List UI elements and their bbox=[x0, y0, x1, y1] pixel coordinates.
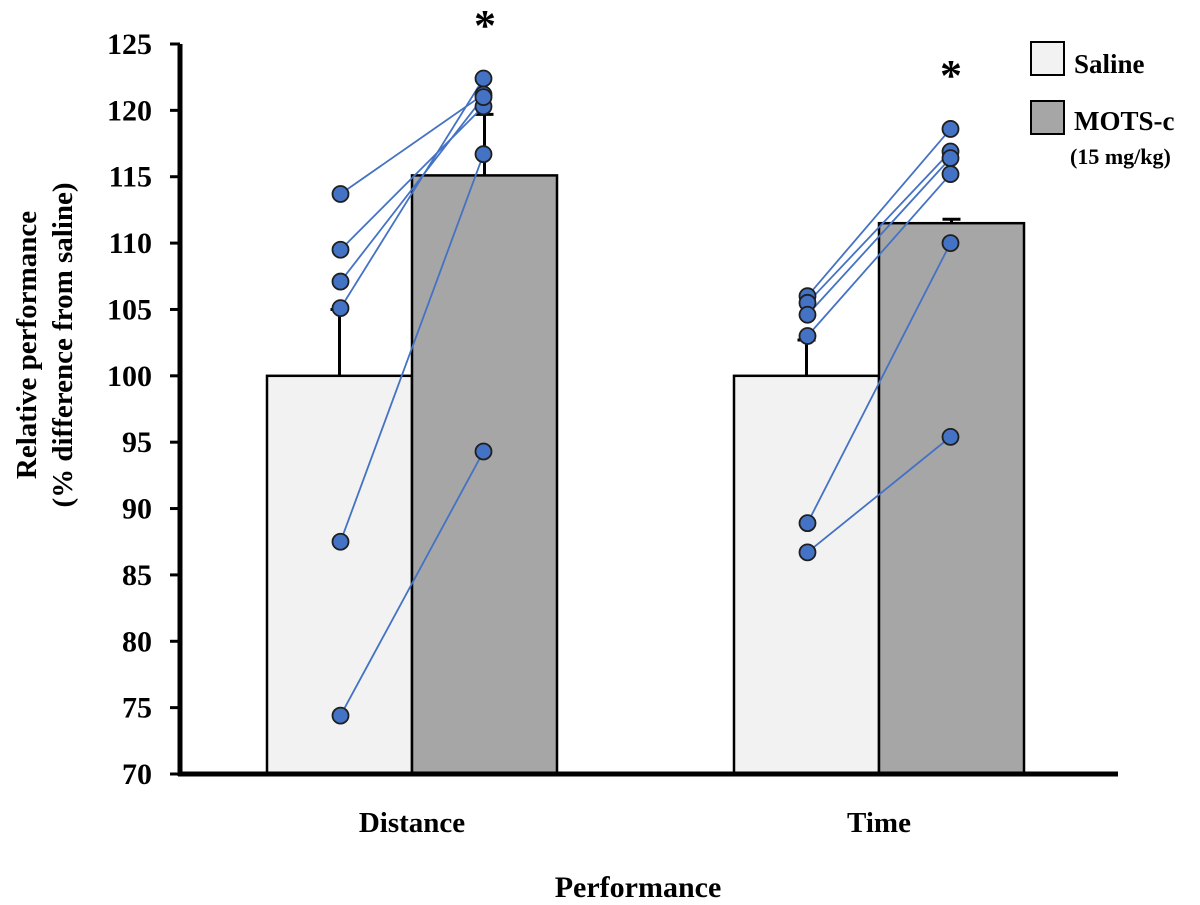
point-saline bbox=[331, 185, 350, 203]
legend-swatch-mots-c bbox=[1030, 100, 1065, 135]
paired-lines-layer bbox=[339, 78, 952, 717]
y-tick-label: 100 bbox=[107, 360, 152, 393]
point-saline bbox=[798, 514, 817, 533]
legend-label-saline: Saline bbox=[1074, 49, 1145, 79]
point-mots-c bbox=[474, 88, 493, 106]
x-category-label: Time bbox=[847, 807, 911, 839]
y-tick-label: 110 bbox=[109, 227, 152, 260]
y-tick-label: 70 bbox=[122, 758, 152, 791]
significance-layer: ** bbox=[474, 1, 962, 100]
point-saline bbox=[798, 327, 817, 345]
bars-layer bbox=[265, 174, 1026, 776]
paired-line bbox=[806, 242, 952, 524]
paired-line bbox=[806, 128, 952, 297]
point-mots-c bbox=[941, 234, 960, 252]
paired-line bbox=[806, 436, 952, 554]
paired-line bbox=[339, 451, 485, 717]
paired-line bbox=[339, 78, 485, 309]
y-tick-label: 75 bbox=[122, 692, 152, 725]
point-mots-c bbox=[474, 145, 493, 164]
legend-label-mots-c: MOTS-c bbox=[1074, 106, 1175, 136]
point-saline bbox=[331, 240, 350, 259]
point-mots-c bbox=[474, 69, 493, 88]
bar-mots-c-time bbox=[877, 221, 1026, 776]
point-saline bbox=[798, 305, 817, 324]
paired-line bbox=[806, 157, 952, 316]
y-tick-label: 120 bbox=[107, 94, 152, 127]
bar-mots-c-distance bbox=[410, 174, 559, 776]
point-saline bbox=[798, 543, 817, 562]
paired-line bbox=[806, 173, 952, 337]
bar-saline-time bbox=[732, 374, 881, 776]
x-category-label: Distance bbox=[359, 807, 465, 839]
point-mots-c bbox=[474, 442, 493, 461]
legend: Saline MOTS-c (15 mg/kg) bbox=[1030, 41, 1175, 169]
paired-line bbox=[339, 105, 485, 251]
y-tick-label: 80 bbox=[122, 625, 152, 658]
y-tick-label: 95 bbox=[122, 426, 152, 459]
y-axis-title-line2: (% difference from saline) bbox=[47, 182, 79, 507]
point-mots-c bbox=[941, 165, 960, 183]
point-saline bbox=[331, 299, 350, 318]
significance-star: * bbox=[940, 51, 962, 100]
x-categories-layer: Distance Time bbox=[359, 807, 911, 839]
paired-line bbox=[339, 153, 485, 543]
y-tick-label: 125 bbox=[107, 28, 152, 61]
significance-star: * bbox=[474, 1, 496, 50]
paired-line bbox=[806, 150, 952, 304]
y-axis-title-line1: Relative performance bbox=[11, 211, 43, 479]
point-saline bbox=[331, 272, 350, 291]
point-saline bbox=[331, 532, 350, 551]
y-tick-label: 115 bbox=[109, 161, 152, 194]
paired-line bbox=[339, 96, 485, 283]
y-ticks-layer: 70 75 80 85 90 95 100 105 110 115 120 125 bbox=[107, 28, 180, 791]
point-mots-c bbox=[941, 427, 960, 446]
legend-swatch-saline bbox=[1030, 41, 1065, 76]
y-axis-title: Relative performance (% difference from … bbox=[11, 182, 79, 507]
legend-sublabel-mots-c: (15 mg/kg) bbox=[1070, 144, 1171, 169]
point-mots-c bbox=[941, 149, 960, 168]
y-tick-label: 85 bbox=[122, 559, 152, 592]
point-mots-c bbox=[941, 120, 960, 138]
point-saline bbox=[331, 706, 350, 725]
axes-layer bbox=[177, 44, 1118, 777]
y-tick-label: 105 bbox=[107, 293, 152, 326]
points-layer bbox=[331, 69, 960, 725]
paired-line bbox=[339, 93, 485, 195]
x-axis-title: Performance bbox=[555, 871, 722, 904]
y-tick-label: 90 bbox=[122, 493, 152, 526]
